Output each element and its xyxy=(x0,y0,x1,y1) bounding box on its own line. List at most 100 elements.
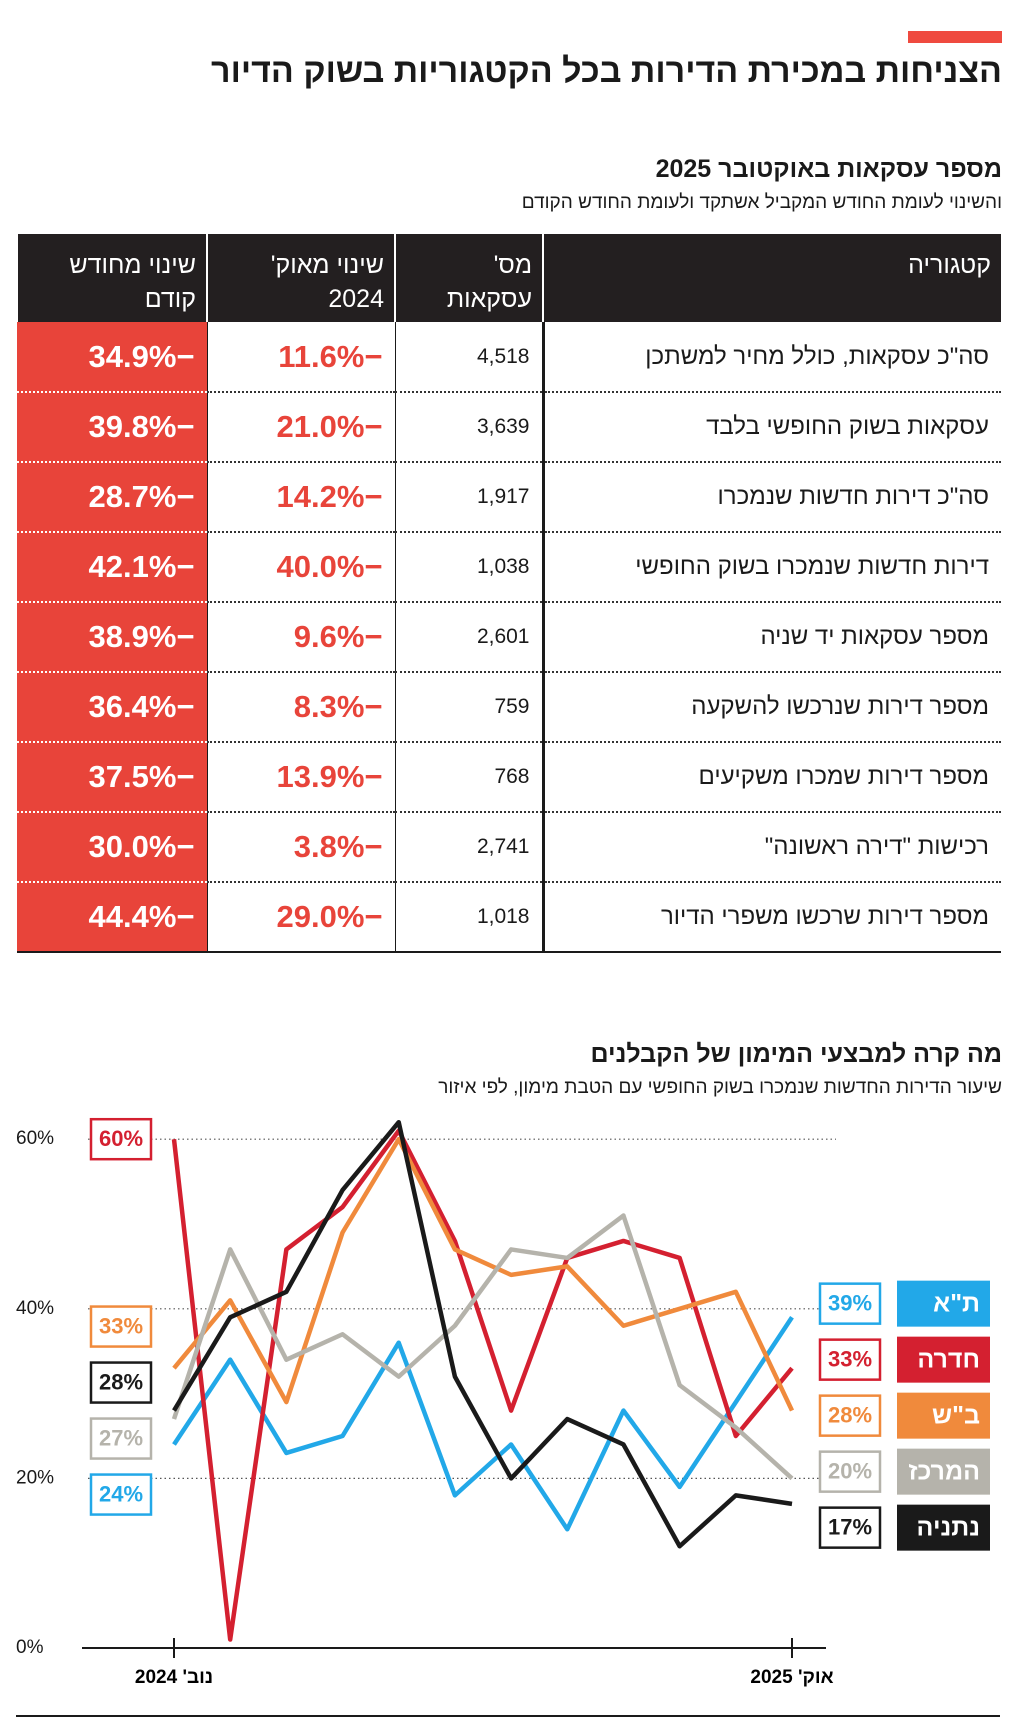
legend-label: ת"א xyxy=(933,1289,980,1317)
series-line xyxy=(172,1136,795,1412)
value-label: 24% xyxy=(99,1481,143,1506)
value-label: 33% xyxy=(828,1346,872,1371)
table-cell: מספר דירות שמכרו משקיעים xyxy=(541,742,1001,813)
legend-swatch xyxy=(897,1448,990,1495)
column-header: מס' עסקאות xyxy=(394,234,543,322)
table-cell: −37.5% xyxy=(17,742,207,813)
table-cell: מספר דירות שנרכשו להשקעה xyxy=(541,672,1001,743)
table-cell: −29.0% xyxy=(206,882,395,953)
table-cell: −3.8% xyxy=(206,812,395,883)
table-cell: 1,018 xyxy=(394,882,543,953)
table-cell: 4,518 xyxy=(394,322,543,393)
table-row: מספר דירות שרכשו משפרי הדיור 1,018 −29.0% −… xyxy=(17,882,1001,953)
value-label-box xyxy=(818,1506,882,1549)
series-line xyxy=(171,1128,794,1642)
column-header: שינוי מחודש קודם xyxy=(16,234,207,322)
table-cell: 1,917 xyxy=(394,462,543,533)
table-cell: −39.8% xyxy=(17,392,207,463)
table-row: דירות חדשות שנמכרו בשוק החופשי 1,038 −40.0… xyxy=(17,532,1001,603)
value-label: 39% xyxy=(828,1290,872,1315)
y-tick-label: 40% xyxy=(16,1298,54,1319)
series-line xyxy=(172,1119,793,1549)
table-row: מספר עסקאות יד שניה 2,601 −9.6% −38.9% xyxy=(17,602,1001,673)
x-tick-label: אוק' 2025 xyxy=(750,1667,833,1688)
x-tick-label: נוב' 2024 xyxy=(135,1667,213,1688)
table-subtitle: והשינוי לעומת החודש המקביל אשתקד ולעומת … xyxy=(521,192,1002,213)
table-title: מספר עסקאות באוקטובר 2025 xyxy=(655,155,1002,183)
y-tick-label: 20% xyxy=(16,1467,54,1488)
table-cell: −40.0% xyxy=(206,532,395,603)
legend-swatch xyxy=(897,1504,990,1551)
legend-label: חדרה xyxy=(917,1345,980,1373)
table-cell: −30.0% xyxy=(17,812,207,883)
table-cell: 1,038 xyxy=(394,532,543,603)
chart-title: מה קרה למבצעי המימון של הקבלנים xyxy=(590,1040,1002,1068)
table-row: סה"כ דירות חדשות שנמכרו 1,917 −14.2% −28.7% xyxy=(17,462,1001,533)
table-cell: −13.9% xyxy=(206,742,395,813)
value-label-box xyxy=(818,1282,882,1325)
table-cell: 2,601 xyxy=(394,602,543,673)
value-label-box xyxy=(818,1338,882,1381)
table-cell: סה"כ עסקאות, כולל מחיר למשתכן xyxy=(541,322,1001,393)
table-cell: −21.0% xyxy=(206,392,395,463)
table-cell: −38.9% xyxy=(17,602,207,673)
accent-bar xyxy=(908,31,1002,43)
table-cell: מספר עסקאות יד שניה xyxy=(541,602,1001,673)
table-cell: 2,741 xyxy=(394,812,543,883)
value-label: 28% xyxy=(828,1402,872,1427)
series-line xyxy=(172,1316,794,1532)
table-cell: −9.6% xyxy=(206,602,395,673)
table-row: מספר דירות שנרכשו להשקעה 759 −8.3% −36.4% xyxy=(17,672,1001,743)
table-cell: −42.1% xyxy=(17,532,207,603)
table-row: רכישות "דירה ראשונה" 2,741 −3.8% −30.0% xyxy=(17,812,1001,883)
table-cell: 3,639 xyxy=(394,392,543,463)
table-cell: −14.2% xyxy=(206,462,395,533)
value-label-box xyxy=(89,1305,153,1348)
table-cell: עסקאות בשוק החופשי בלבד xyxy=(541,392,1001,463)
table-row: סה"כ עסקאות, כולל מחיר למשתכן 4,518 −11.6%… xyxy=(17,322,1001,393)
table-header: קטגוריה מס' עסקאות שינוי מאוק' 2024 שינוי מ… xyxy=(16,234,1001,322)
page-title: הצניחות במכירת הדירות בכל הקטגוריות בשוק… xyxy=(211,52,1002,90)
table-cell: −11.6% xyxy=(206,322,395,393)
table-cell: −8.3% xyxy=(206,672,395,743)
legend-swatch xyxy=(897,1336,990,1383)
value-label-box xyxy=(89,1473,153,1516)
table-cell: סה"כ דירות חדשות שנמכרו xyxy=(541,462,1001,533)
table-cell: −44.4% xyxy=(17,882,207,953)
table-body: סה"כ עסקאות, כולל מחיר למשתכן 4,518 −11.6%… xyxy=(17,322,1001,953)
table-cell: דירות חדשות שנמכרו בשוק החופשי xyxy=(541,532,1001,603)
value-label-box xyxy=(89,1417,153,1460)
y-tick-label: 0% xyxy=(16,1637,44,1658)
table-cell: −36.4% xyxy=(17,672,207,743)
legend-label: המרכז xyxy=(908,1457,980,1485)
chart-subtitle: שיעור הדירות החדשות שנמכרו בשוק החופשי ע… xyxy=(438,1077,1002,1098)
value-label: 33% xyxy=(99,1313,143,1338)
column-header: שינוי מאוק' 2024 xyxy=(206,234,395,322)
column-header: קטגוריה xyxy=(542,234,1001,322)
value-label-box xyxy=(89,1361,153,1404)
legend-label: ב"ש xyxy=(932,1401,980,1429)
value-label: 27% xyxy=(99,1425,143,1450)
value-label-box xyxy=(818,1394,882,1437)
y-tick-label: 60% xyxy=(16,1128,54,1149)
legend-swatch xyxy=(897,1280,990,1327)
value-label: 17% xyxy=(828,1514,872,1539)
table-cell: 759 xyxy=(394,672,543,743)
table-cell: −34.9% xyxy=(17,322,207,393)
value-label-box xyxy=(89,1117,153,1161)
value-label: 20% xyxy=(828,1458,872,1483)
value-label: 28% xyxy=(99,1369,143,1394)
table-cell: −28.7% xyxy=(17,462,207,533)
legend-label: נתניה xyxy=(917,1513,980,1541)
series-line xyxy=(171,1213,794,1481)
table-row: עסקאות בשוק החופשי בלבד 3,639 −21.0% −39.8% xyxy=(17,392,1001,463)
table-row: מספר דירות שמכרו משקיעים 768 −13.9% −37.5% xyxy=(17,742,1001,813)
table-cell: מספר דירות שרכשו משפרי הדיור xyxy=(541,882,1001,953)
legend-swatch xyxy=(897,1392,990,1439)
value-label: 60% xyxy=(99,1126,143,1151)
table-cell: רכישות "דירה ראשונה" xyxy=(541,812,1001,883)
value-label-box xyxy=(818,1450,882,1493)
table-cell: 768 xyxy=(394,742,543,813)
